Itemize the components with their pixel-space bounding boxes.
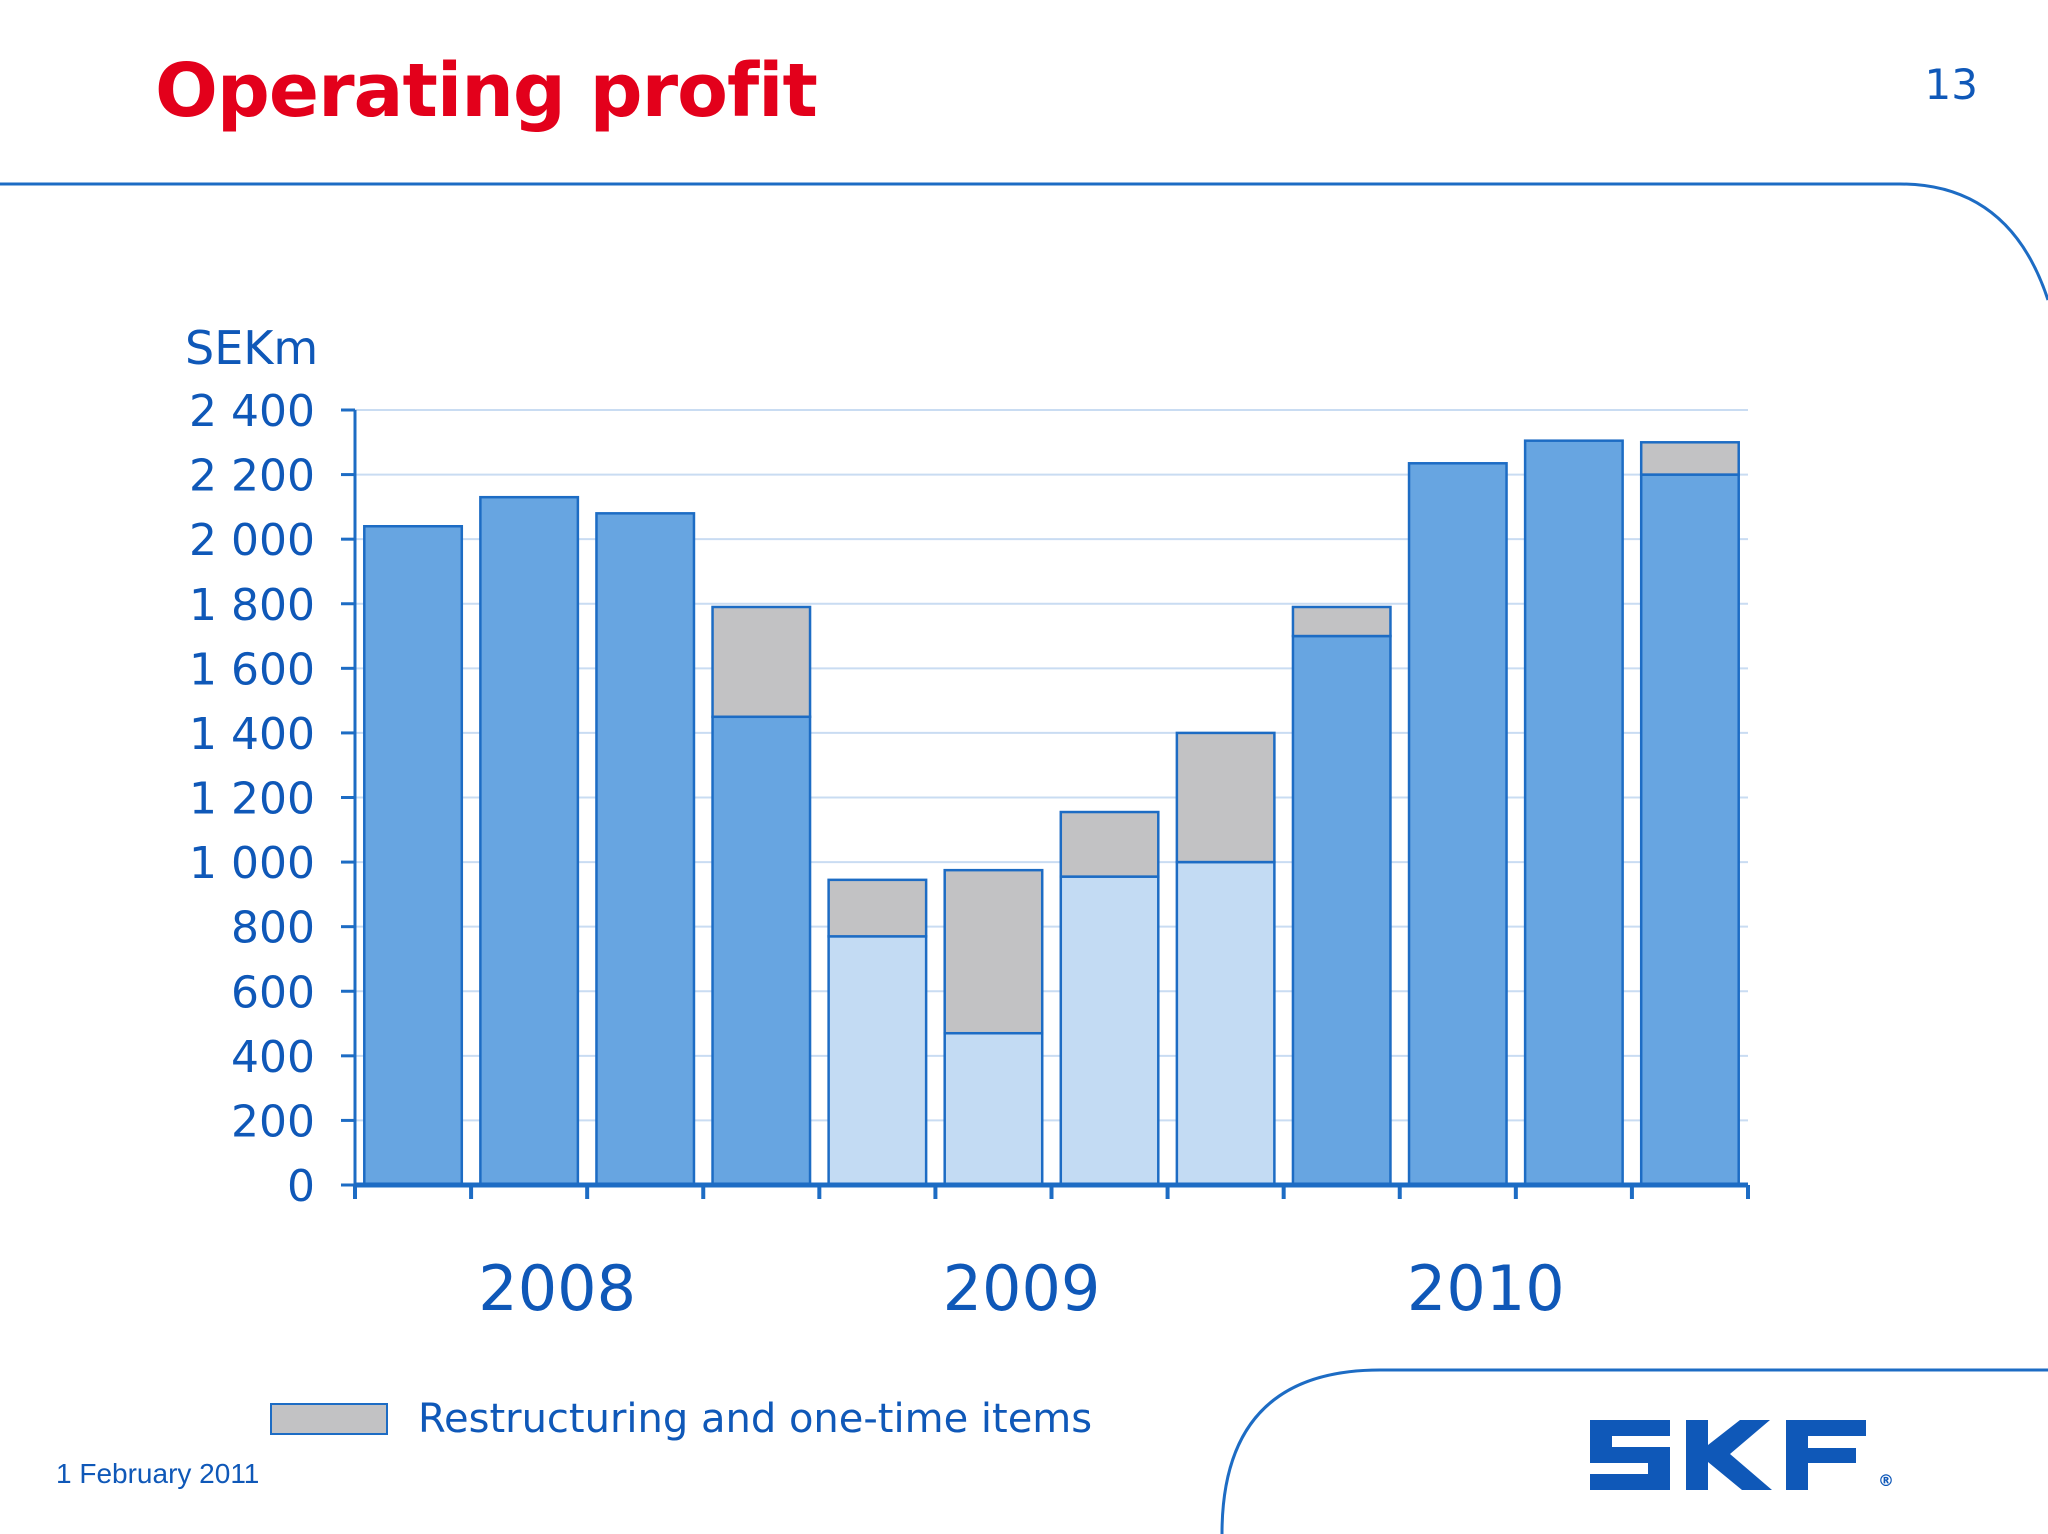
page-number: 13 (1924, 60, 1978, 109)
page-title: Operating profit (155, 48, 818, 134)
bar-operating-profit (943, 1031, 1044, 1187)
bar-operating-profit (479, 495, 580, 1187)
bar-operating-profit (827, 935, 928, 1187)
y-tick-label: 600 (231, 967, 315, 1018)
bar-restructuring (1291, 605, 1392, 638)
bar-operating-profit (711, 715, 812, 1187)
y-tick-label: 200 (231, 1096, 315, 1147)
y-tick-label: 1 800 (189, 580, 315, 631)
y-tick-label: 2 400 (189, 386, 315, 437)
bar-operating-profit (595, 512, 696, 1187)
legend-label: Restructuring and one-time items (418, 1396, 1093, 1442)
footer-date: 1 February 2011 (56, 1458, 260, 1489)
legend-swatch-restructuring (270, 1403, 388, 1435)
x-year-label: 2008 (478, 1252, 636, 1325)
y-tick-label: 2 200 (189, 451, 315, 502)
y-tick-label: 1 000 (189, 838, 315, 889)
chart-legend: Restructuring and one-time items (270, 1396, 1092, 1442)
bar-restructuring (827, 878, 928, 938)
header-divider-line (0, 182, 2048, 301)
bar-restructuring (943, 868, 1044, 1035)
y-tick-label: 1 600 (189, 644, 315, 695)
bar-restructuring (1639, 441, 1740, 476)
bar-operating-profit (1639, 473, 1740, 1187)
y-tick-label: 1 400 (189, 709, 315, 760)
bar-restructuring (711, 605, 812, 719)
y-axis-label: SEKm (185, 321, 318, 375)
y-tick-label: 800 (231, 903, 315, 954)
bar-operating-profit (1523, 439, 1624, 1187)
y-tick-label: 0 (287, 1161, 315, 1212)
bar-restructuring (1175, 731, 1276, 864)
bar-operating-profit (1407, 462, 1508, 1187)
y-tick-label: 1 200 (189, 774, 315, 825)
y-tick-label: 400 (231, 1032, 315, 1083)
y-tick-label: 2 000 (189, 515, 315, 566)
bar-operating-profit (1291, 634, 1392, 1187)
skf-logo: ® (1590, 1420, 1894, 1490)
x-year-label: 2010 (1407, 1252, 1565, 1325)
bar-operating-profit (363, 525, 464, 1187)
bar-operating-profit (1175, 860, 1276, 1187)
bar-restructuring (1059, 810, 1160, 878)
footer-curve-line (1220, 1368, 2048, 1534)
x-year-label: 2009 (943, 1252, 1101, 1325)
registered-mark: ® (1878, 1471, 1894, 1490)
skf-logo-wordmark (1590, 1420, 1866, 1490)
bar-operating-profit (1059, 875, 1160, 1187)
